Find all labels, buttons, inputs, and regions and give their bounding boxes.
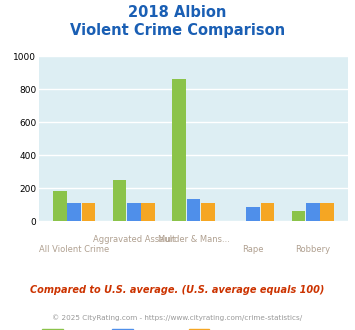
Bar <box>320 203 334 221</box>
Text: Rape: Rape <box>242 245 264 254</box>
Bar <box>201 203 215 221</box>
Bar <box>246 207 260 221</box>
Bar <box>67 203 81 221</box>
Text: All Violent Crime: All Violent Crime <box>39 245 109 254</box>
Bar <box>187 199 200 221</box>
Text: 2018 Albion: 2018 Albion <box>128 5 227 20</box>
Bar <box>113 180 126 221</box>
Text: Murder & Mans...: Murder & Mans... <box>158 235 229 244</box>
Bar <box>53 191 67 221</box>
Bar <box>306 203 320 221</box>
Bar <box>141 203 155 221</box>
Text: Compared to U.S. average. (U.S. average equals 100): Compared to U.S. average. (U.S. average … <box>30 285 325 295</box>
Bar <box>291 211 305 221</box>
Bar <box>127 203 141 221</box>
Legend: Albion, Indiana, National: Albion, Indiana, National <box>38 325 266 330</box>
Text: © 2025 CityRating.com - https://www.cityrating.com/crime-statistics/: © 2025 CityRating.com - https://www.city… <box>53 314 302 321</box>
Bar <box>82 203 95 221</box>
Text: Robbery: Robbery <box>295 245 330 254</box>
Text: Aggravated Assault: Aggravated Assault <box>93 235 175 244</box>
Text: Violent Crime Comparison: Violent Crime Comparison <box>70 23 285 38</box>
Bar <box>172 79 186 221</box>
Bar <box>261 203 274 221</box>
